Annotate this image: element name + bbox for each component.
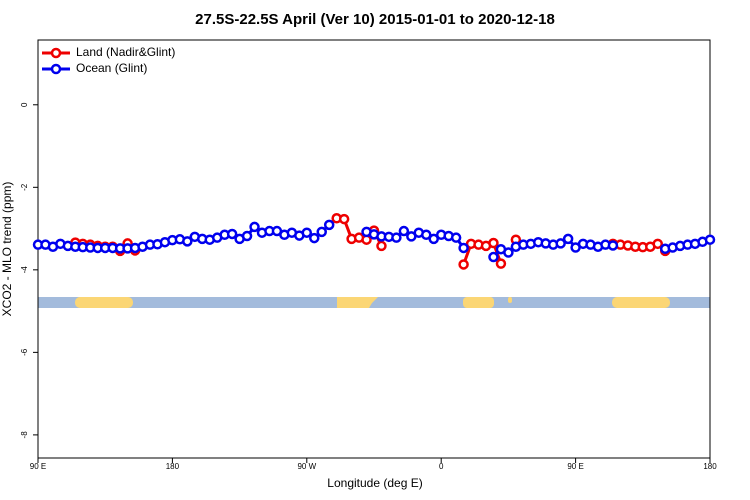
- land-patch: [612, 297, 670, 308]
- y-tick-label: -4: [20, 266, 29, 274]
- land-patch: [337, 297, 378, 308]
- point: [488, 251, 499, 263]
- x-tick-label: 0: [439, 462, 444, 471]
- x-tick-label: 90 W: [297, 462, 316, 471]
- point: [226, 228, 238, 240]
- point: [458, 259, 469, 270]
- land-patch: [75, 297, 133, 308]
- point: [309, 232, 320, 244]
- legend: Land (Nadir&Glint) Ocean (Glint): [42, 45, 175, 75]
- point: [182, 236, 193, 247]
- x-tick-label: 180: [703, 462, 717, 471]
- point: [555, 238, 566, 249]
- point: [607, 240, 619, 251]
- series: [32, 219, 716, 263]
- y-tick-label: -2: [20, 183, 29, 191]
- y-tick-label: -8: [20, 431, 29, 439]
- x-tick-label: 180: [166, 462, 180, 471]
- legend-label: Ocean (Glint): [76, 61, 147, 75]
- point: [301, 227, 313, 238]
- point: [652, 238, 663, 250]
- y-tick-label: 0: [20, 102, 29, 107]
- point: [241, 230, 253, 242]
- point: [495, 258, 507, 269]
- point: [488, 237, 499, 249]
- x-tick-label: 90 E: [30, 462, 46, 471]
- y-tick-label: -6: [20, 348, 29, 356]
- point: [503, 247, 514, 258]
- point: [249, 221, 260, 233]
- point: [562, 233, 574, 245]
- point: [450, 232, 462, 243]
- point: [376, 240, 387, 252]
- point: [458, 242, 469, 254]
- ocean-strip: [38, 297, 710, 308]
- point: [704, 234, 716, 245]
- legend-marker: [50, 47, 62, 59]
- point: [398, 225, 410, 237]
- point: [316, 226, 327, 238]
- point: [421, 229, 432, 241]
- point: [338, 213, 350, 225]
- land-patch: [463, 297, 494, 308]
- x-tick-label: 90 E: [567, 462, 583, 471]
- land-patch: [508, 297, 512, 303]
- legend-label: Land (Nadir&Glint): [76, 45, 175, 59]
- point: [391, 232, 402, 243]
- point: [323, 219, 335, 231]
- chart-title: 27.5S-22.5S April (Ver 10) 2015-01-01 to…: [195, 11, 555, 28]
- point: [428, 233, 439, 245]
- legend-marker: [50, 63, 62, 75]
- land-ocean-strip: [38, 297, 710, 308]
- y-axis-label: XCO2 - MLO trend (ppm): [0, 182, 14, 317]
- x-axis-label: Longitude (deg E): [327, 476, 422, 490]
